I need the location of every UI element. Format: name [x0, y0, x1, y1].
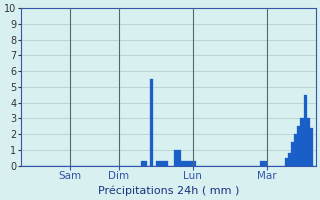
Bar — [297, 126, 300, 166]
Bar — [150, 79, 153, 166]
Bar — [180, 161, 184, 166]
Bar — [165, 161, 168, 166]
Bar — [310, 128, 313, 166]
Bar — [288, 153, 291, 166]
Bar — [159, 161, 162, 166]
Bar — [264, 161, 267, 166]
Bar — [294, 134, 297, 166]
X-axis label: Précipitations 24h ( mm ): Précipitations 24h ( mm ) — [98, 185, 239, 196]
Bar — [184, 161, 187, 166]
Bar — [291, 142, 294, 166]
Bar — [174, 150, 177, 166]
Bar — [177, 150, 180, 166]
Bar — [300, 118, 304, 166]
Bar — [190, 161, 193, 166]
Bar — [140, 161, 144, 166]
Bar — [260, 161, 264, 166]
Bar — [187, 161, 190, 166]
Bar — [156, 161, 159, 166]
Bar — [307, 118, 310, 166]
Bar — [144, 161, 147, 166]
Bar — [193, 161, 196, 166]
Bar — [285, 158, 288, 166]
Bar — [304, 95, 307, 166]
Bar — [162, 161, 165, 166]
